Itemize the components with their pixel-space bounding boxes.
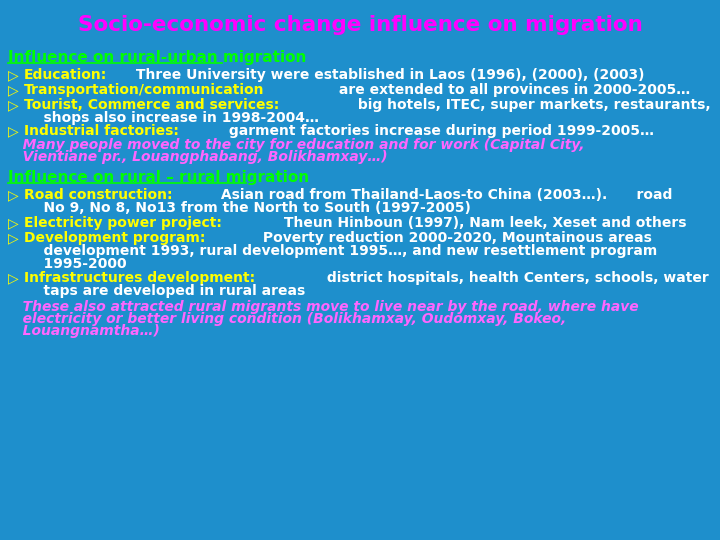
Text: development 1993, rural development 1995…, and new resettlement program: development 1993, rural development 1995…: [24, 244, 657, 258]
Text: Infrastructures development:: Infrastructures development:: [24, 271, 255, 285]
Text: ▷: ▷: [8, 83, 19, 97]
Text: Development program:: Development program:: [24, 231, 205, 245]
Text: shops also increase in 1998-2004…: shops also increase in 1998-2004…: [24, 111, 319, 125]
Text: district hospitals, health Centers, schools, water: district hospitals, health Centers, scho…: [323, 271, 709, 285]
Text: Socio-economic change influence on migration: Socio-economic change influence on migra…: [78, 15, 642, 35]
Text: garment factories increase during period 1999-2005…: garment factories increase during period…: [224, 124, 654, 138]
Text: Many people moved to the city for education and for work (Capital City,: Many people moved to the city for educat…: [8, 138, 585, 152]
Text: Tourist, Commerce and services:: Tourist, Commerce and services:: [24, 98, 279, 112]
Text: Influence on rural – rural migration: Influence on rural – rural migration: [8, 170, 309, 185]
Text: Theun Hinboun (1997), Nam leek, Xeset and others: Theun Hinboun (1997), Nam leek, Xeset an…: [279, 216, 687, 230]
Text: Poverty reduction 2000-2020, Mountainous areas: Poverty reduction 2000-2020, Mountainous…: [258, 231, 652, 245]
Text: Vientiane pr., Louangphabang, Bolikhamxay…): Vientiane pr., Louangphabang, Bolikhamxa…: [8, 150, 387, 164]
Text: No 9, No 8, No13 from the North to South (1997-2005): No 9, No 8, No13 from the North to South…: [24, 201, 471, 215]
Text: Transportation/communication: Transportation/communication: [24, 83, 264, 97]
Text: 1995-2000: 1995-2000: [24, 257, 127, 271]
Text: Education:: Education:: [24, 68, 107, 82]
Text: ▷: ▷: [8, 68, 19, 82]
Text: ▷: ▷: [8, 124, 19, 138]
Text: ▷: ▷: [8, 188, 19, 202]
Text: Industrial factories:: Industrial factories:: [24, 124, 179, 138]
Text: ▷: ▷: [8, 231, 19, 245]
Text: Asian road from Thailand-Laos-to China (2003…).      road: Asian road from Thailand-Laos-to China (…: [215, 188, 672, 202]
Text: Road construction:: Road construction:: [24, 188, 173, 202]
Text: are extended to all provinces in 2000-2005…: are extended to all provinces in 2000-20…: [334, 83, 690, 97]
Text: big hotels, ITEC, super markets, restaurants,: big hotels, ITEC, super markets, restaur…: [354, 98, 711, 112]
Text: Influence on rural-urban migration: Influence on rural-urban migration: [8, 50, 307, 65]
Text: Three University were established in Laos (1996), (2000), (2003): Three University were established in Lao…: [132, 68, 645, 82]
Text: ▷: ▷: [8, 98, 19, 112]
Text: ▷: ▷: [8, 271, 19, 285]
Text: These also attracted rural migrants move to live near by the road, where have: These also attracted rural migrants move…: [8, 300, 639, 314]
Text: electricity or better living condition (Bolikhamxay, Oudomxay, Bokeo,: electricity or better living condition (…: [8, 312, 566, 326]
Text: ▷: ▷: [8, 216, 19, 230]
Text: Louangnamtha…): Louangnamtha…): [8, 324, 160, 338]
Text: taps are developed in rural areas: taps are developed in rural areas: [24, 284, 305, 298]
Text: Electricity power project:: Electricity power project:: [24, 216, 222, 230]
